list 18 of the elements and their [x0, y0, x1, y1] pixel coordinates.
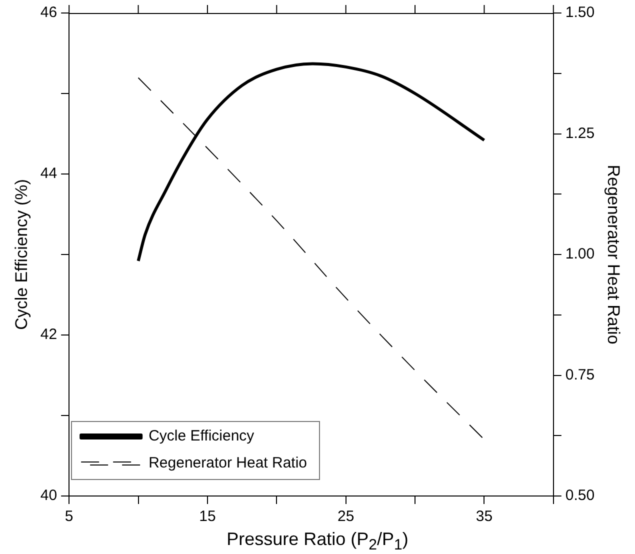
y2-axis-title: Regenerator Heat Ratio: [604, 164, 624, 344]
y-tick-label: 42: [40, 326, 58, 344]
legend-label: Cycle Efficiency: [148, 428, 255, 445]
y2-tick-label: 0.50: [565, 487, 595, 504]
y-axis-title: Cycle Efficiency (%): [12, 179, 31, 330]
x-tick-label: 15: [199, 508, 216, 526]
y2-tick-label: 1.25: [565, 124, 595, 142]
legend-label: Regenerator Heat Ratio: [148, 454, 308, 472]
x-tick-label: 35: [476, 508, 493, 526]
y2-tick-label: 1.50: [565, 4, 595, 22]
y-tick-label: 44: [40, 165, 58, 182]
y2-tick-label: 1.00: [565, 246, 595, 263]
y-tick-label: 46: [40, 4, 58, 22]
x-tick-label: 5: [64, 508, 74, 526]
x-tick-label: 25: [337, 508, 354, 526]
y-tick-label: 40: [40, 487, 58, 504]
y2-tick-label: 0.75: [565, 366, 595, 384]
x-axis-title: Pressure Ratio (P$_{2}$/P$_{1}$): [226, 529, 410, 554]
